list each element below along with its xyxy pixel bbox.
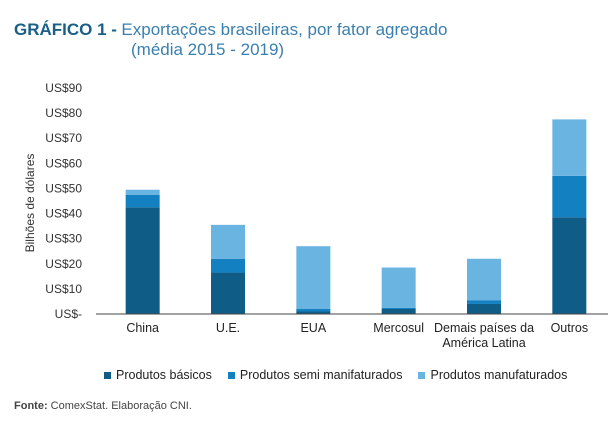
- y-tick-label: US$50: [45, 181, 82, 195]
- y-tick-label: US$60: [45, 156, 82, 170]
- x-tick-label: EUA: [300, 321, 326, 335]
- bar-basicos: [467, 303, 501, 314]
- bar-basicos: [381, 308, 416, 314]
- legend-swatch-basicos: [104, 371, 111, 379]
- source-note: Fonte: ComexStat. Elaboração CNI.: [14, 400, 192, 412]
- bar-semi: [467, 300, 501, 304]
- y-tick-label: US$-: [55, 307, 82, 321]
- y-tick-label: US$20: [45, 257, 82, 271]
- y-tick-label: US$10: [45, 282, 82, 296]
- y-tick-label: US$80: [45, 106, 82, 120]
- bar-manufaturados: [467, 258, 501, 301]
- source-label: Fonte:: [14, 400, 48, 412]
- x-tick-label: Demais países da: [434, 321, 534, 335]
- bar-semi: [211, 258, 245, 273]
- legend-item-manufaturados: Produtos manufaturados: [418, 368, 567, 382]
- chart-label: GRÁFICO 1 -: [14, 20, 117, 39]
- legend-swatch-semi: [227, 371, 235, 379]
- bar-manufaturados: [552, 119, 587, 176]
- chart-title-line2: (média 2015 - 2019): [131, 40, 285, 59]
- legend-item-semi: Produtos semi manifaturados: [227, 368, 403, 382]
- x-tick-label: China: [126, 321, 159, 335]
- bar-semi: [381, 307, 416, 309]
- bar-semi: [125, 194, 160, 208]
- bar-manufaturados: [125, 189, 160, 195]
- x-tick-label: Mercosul: [373, 321, 424, 335]
- bar-manufaturados: [296, 246, 331, 309]
- bar-semi: [552, 175, 587, 218]
- y-tick-label: US$30: [45, 232, 82, 246]
- bar-basicos: [552, 217, 587, 314]
- bar-basicos: [296, 311, 331, 314]
- y-tick-label: US$90: [45, 81, 82, 95]
- y-axis-title: Bilhões de dólares: [23, 154, 37, 253]
- x-tick-label: Outros: [551, 321, 589, 335]
- legend-label-manufaturados: Produtos manufaturados: [430, 368, 568, 382]
- legend-label-basicos: Produtos básicos: [116, 368, 212, 382]
- chart-title: GRÁFICO 1 - Exportações brasileiras, por…: [14, 20, 604, 59]
- x-tick-label: América Latina: [442, 336, 525, 350]
- y-tick-label: US$70: [45, 131, 82, 145]
- bar-semi: [296, 308, 331, 312]
- y-tick-label: US$40: [45, 207, 82, 221]
- bar-manufaturados: [211, 224, 245, 259]
- chart-title-line1: Exportações brasileiras, por fator agreg…: [121, 20, 448, 39]
- chart-legend: Produtos básicos Produtos semi manifatur…: [104, 368, 567, 382]
- bar-manufaturados: [381, 267, 416, 308]
- legend-swatch-manufaturados: [418, 371, 426, 379]
- bar-basicos: [211, 272, 245, 314]
- source-text: ComexStat. Elaboração CNI.: [50, 400, 192, 412]
- legend-label-semi: Produtos semi manifaturados: [239, 368, 403, 382]
- legend-item-basicos: Produtos básicos: [104, 368, 212, 382]
- x-tick-label: U.E.: [216, 321, 240, 335]
- bar-basicos: [125, 207, 160, 314]
